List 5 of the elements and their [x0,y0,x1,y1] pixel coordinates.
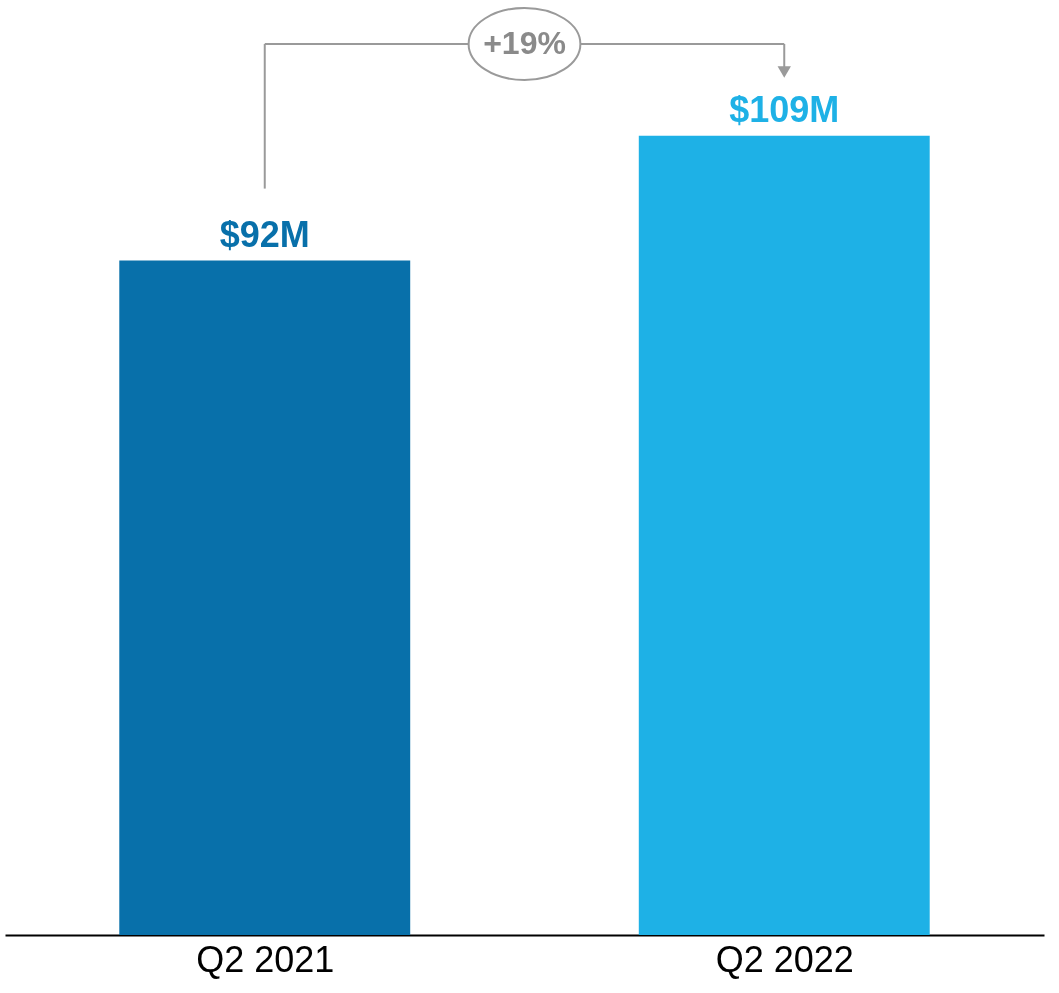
x-tick-label: Q2 2022 [715,938,854,980]
text: +19% [483,24,566,61]
x-tick-label: Q2 2021 [196,938,335,980]
data-label: $92M [219,213,310,255]
data-label: $109M [729,88,840,130]
